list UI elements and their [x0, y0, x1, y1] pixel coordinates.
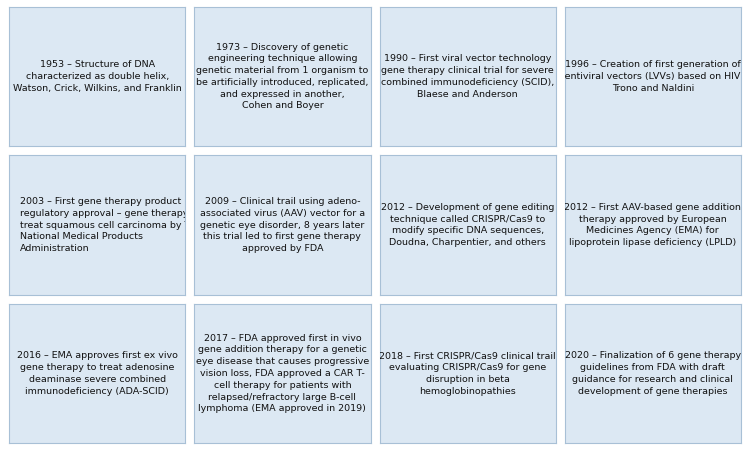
Text: 1973 – Discovery of genetic
engineering technique allowing
genetic material from: 1973 – Discovery of genetic engineering …	[196, 42, 368, 111]
Text: 2009 – Clinical trail using adeno-
associated virus (AAV) vector for a
genetic e: 2009 – Clinical trail using adeno- assoc…	[200, 197, 365, 253]
Text: 1990 – First viral vector technology
gene therapy clinical trial for severe
comb: 1990 – First viral vector technology gen…	[381, 54, 554, 99]
Text: 1996 – Creation of first generation of
lentiviral vectors (LVVs) based on HIV,
T: 1996 – Creation of first generation of l…	[562, 60, 743, 93]
Text: 2012 – First AAV-based gene addition
therapy approved by European
Medicines Agen: 2012 – First AAV-based gene addition the…	[565, 203, 741, 247]
Text: 1953 – Structure of DNA
characterized as double helix,
Watson, Crick, Wilkins, a: 1953 – Structure of DNA characterized as…	[13, 60, 181, 93]
Text: 2003 – First gene therapy product
regulatory approval – gene therapy to
treat sq: 2003 – First gene therapy product regula…	[20, 197, 202, 253]
Text: 2016 – EMA approves first ex vivo
gene therapy to treat adenosine
deaminase seve: 2016 – EMA approves first ex vivo gene t…	[16, 351, 178, 396]
Text: 2012 – Development of gene editing
technique called CRISPR/Cas9 to
modify specif: 2012 – Development of gene editing techn…	[381, 203, 554, 247]
Text: 2020 – Finalization of 6 gene therapy
guidelines from FDA with draft
guidance fo: 2020 – Finalization of 6 gene therapy gu…	[565, 351, 741, 396]
Text: 2018 – First CRISPR/Cas9 clinical trail
evaluating CRISPR/Cas9 for gene
disrupti: 2018 – First CRISPR/Cas9 clinical trail …	[380, 351, 556, 396]
Text: 2017 – FDA approved first in vivo
gene addition therapy for a genetic
eye diseas: 2017 – FDA approved first in vivo gene a…	[196, 333, 369, 414]
